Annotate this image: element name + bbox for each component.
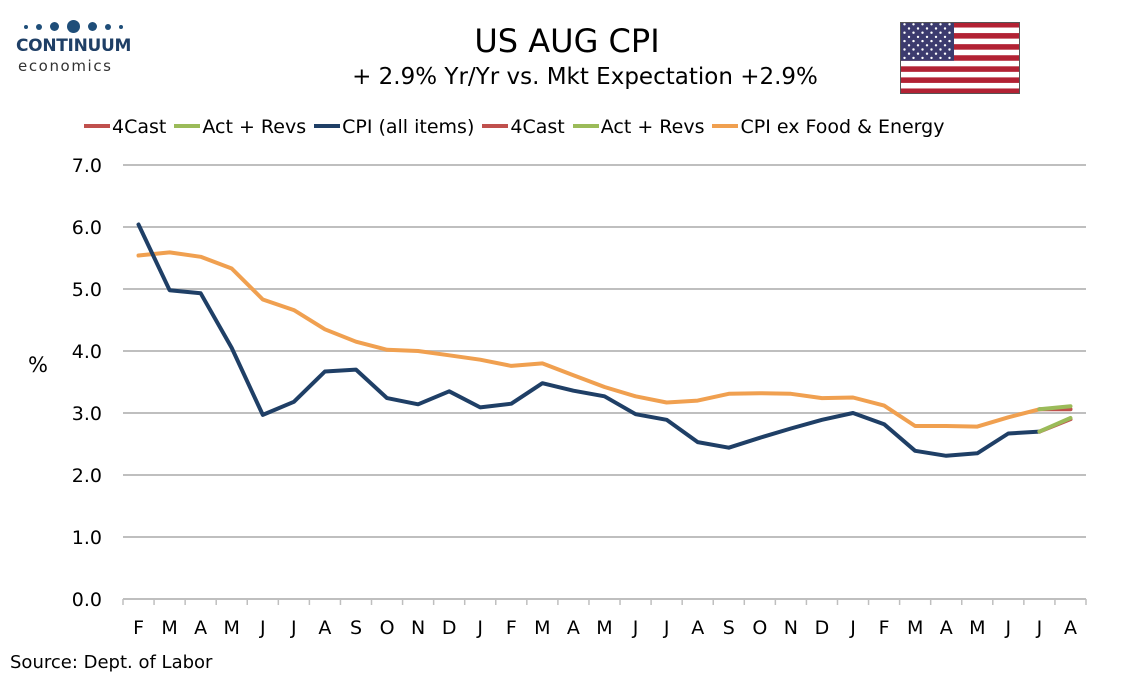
series-line — [1037, 416, 1073, 434]
x-tick-label: S — [350, 617, 362, 639]
logo: CONTINUUM economics — [10, 12, 140, 76]
legend-label: 4Cast — [510, 116, 565, 138]
x-tick-label: F — [133, 617, 144, 639]
legend-item: CPI (all items) — [314, 116, 474, 138]
series-line — [136, 250, 1042, 429]
legend-item: 4Cast — [84, 116, 166, 138]
logo-subtitle: economics — [18, 57, 113, 75]
legend-item: Act + Revs — [572, 116, 705, 138]
chart-title: US AUG CPI — [474, 22, 660, 60]
legend-swatch — [84, 123, 110, 128]
x-tick-label: F — [879, 617, 890, 639]
legend-label: CPI (all items) — [342, 116, 475, 138]
y-axis-label: % — [28, 353, 48, 377]
legend-swatch — [712, 123, 739, 128]
legend-label: 4Cast — [112, 116, 167, 138]
legend-swatch — [314, 123, 341, 128]
y-tick-label: 1.0 — [72, 527, 102, 549]
x-tick-label: M — [596, 617, 612, 639]
x-tick-label: J — [849, 617, 856, 639]
x-tick-label: J — [1036, 617, 1043, 639]
x-tick-label: J — [1005, 617, 1012, 639]
source-note: Source: Dept. of Labor — [10, 652, 213, 673]
x-tick-label: S — [723, 617, 735, 639]
legend-swatch — [482, 123, 509, 128]
legend-label: Act + Revs — [600, 116, 705, 138]
x-tick-label: A — [940, 617, 953, 639]
y-tick-label: 5.0 — [72, 279, 102, 301]
legend-label: Act + Revs — [202, 116, 307, 138]
x-tick-label: J — [632, 617, 639, 639]
y-tick-label: 6.0 — [72, 217, 102, 239]
chart-subtitle: + 2.9% Yr/Yr vs. Mkt Expectation +2.9% — [352, 64, 818, 90]
x-tick-label: M — [534, 617, 550, 639]
x-tick-label: M — [969, 617, 985, 639]
x-tick-label: A — [691, 617, 704, 639]
x-tick-label: N — [784, 617, 798, 639]
legend-item: Act + Revs — [174, 116, 306, 138]
x-tick-label: M — [161, 617, 177, 639]
logo-name: CONTINUUM — [16, 36, 132, 56]
y-tick-label: 3.0 — [72, 403, 102, 425]
us-flag-icon — [900, 22, 1020, 94]
x-tick-label: O — [752, 617, 767, 639]
x-tick-label: J — [290, 617, 297, 639]
x-tick-label: J — [663, 617, 670, 639]
x-tick-label: N — [411, 617, 425, 639]
y-tick-label: 0.0 — [72, 589, 102, 611]
series-line — [136, 222, 1042, 458]
x-tick-label: O — [380, 617, 395, 639]
legend-item: 4Cast — [482, 116, 565, 138]
x-tick-label: J — [476, 617, 483, 639]
legend: 4Cast Act + Revs CPI (all items) 4Cast Act +… — [84, 116, 952, 140]
x-tick-label: A — [194, 617, 207, 639]
y-tick-label: 4.0 — [72, 341, 102, 363]
logo-dots — [24, 16, 131, 35]
x-tick-label: F — [506, 617, 517, 639]
legend-item: CPI ex Food & Energy — [712, 116, 944, 138]
x-tick-label: D — [442, 617, 457, 639]
x-tick-label: A — [318, 617, 331, 639]
y-tick-label: 7.0 — [72, 155, 102, 177]
x-tick-label: A — [567, 617, 580, 639]
legend-swatch — [572, 123, 599, 128]
y-tick-label: 2.0 — [72, 465, 102, 487]
series-line — [1037, 404, 1073, 412]
x-tick-label: M — [224, 617, 240, 639]
x-tick-label: A — [1064, 617, 1077, 639]
legend-label: CPI ex Food & Energy — [740, 116, 945, 138]
x-tick-label: J — [259, 617, 266, 639]
legend-swatch — [174, 123, 201, 128]
x-tick-label: D — [815, 617, 830, 639]
x-tick-label: M — [907, 617, 923, 639]
